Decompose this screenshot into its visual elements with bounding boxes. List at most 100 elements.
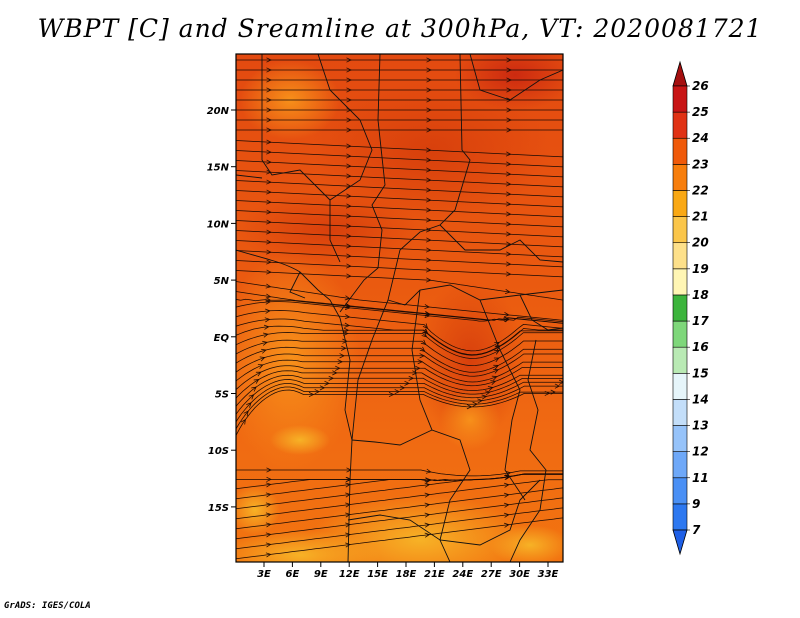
streamline-arrow xyxy=(506,107,512,113)
streamline-arrow xyxy=(505,221,512,227)
streamline xyxy=(236,473,563,510)
streamline-arrow xyxy=(344,304,351,310)
streamline-arrow xyxy=(425,267,432,273)
streamline-arrow xyxy=(266,269,272,275)
streamline-arrow xyxy=(419,353,425,359)
streamline-arrow xyxy=(262,340,268,346)
streamline-arrow xyxy=(346,87,352,93)
lon-tick-label: 27E xyxy=(481,569,502,580)
streamline-arrow xyxy=(265,299,271,305)
streamline-arrow xyxy=(265,297,272,303)
streamline-arrow xyxy=(425,227,432,233)
streamline-arrow xyxy=(266,107,272,113)
streamline-arrow xyxy=(266,117,272,123)
streamline xyxy=(236,240,563,258)
streamline-arrow xyxy=(346,467,352,473)
streamline-arrow xyxy=(408,375,415,381)
colorbar-swatch xyxy=(672,216,688,244)
colorbar-label: 18 xyxy=(692,288,709,302)
streamline-arrow xyxy=(506,57,512,63)
streamline-arrow xyxy=(264,317,271,323)
streamline-arrow xyxy=(257,364,264,369)
streamline-arrow xyxy=(266,199,272,205)
streamline xyxy=(236,260,563,278)
streamline-arrow xyxy=(505,271,512,277)
streamline-arrow xyxy=(314,389,321,395)
lat-tick-label: 15N xyxy=(207,163,230,174)
streamline-arrow xyxy=(425,207,432,213)
streamline-arrow xyxy=(425,468,432,474)
streamline-arrow xyxy=(346,213,352,219)
streamline-arrow xyxy=(493,364,500,370)
streamline-arrow xyxy=(424,512,431,518)
streamline-arrow xyxy=(255,371,262,377)
colorbar-label: 15 xyxy=(692,366,709,380)
streamline-arrow xyxy=(503,502,510,508)
streamline xyxy=(236,180,563,198)
streamline xyxy=(236,140,563,158)
streamline-arrow xyxy=(568,365,573,369)
lat-tick-label: 5S xyxy=(215,390,229,401)
colorbar-top-arrow xyxy=(672,60,688,87)
chart-title: WBPT [C] and Sreamline at 300hPa, VT: 20… xyxy=(37,14,763,43)
lon-tick-label: 18E xyxy=(396,569,417,580)
streamline-arrow xyxy=(487,386,494,391)
streamline-arrow xyxy=(266,189,272,195)
streamline-arrow xyxy=(346,57,352,63)
streamline-arrow xyxy=(344,322,351,328)
colorbar-bottom-arrow xyxy=(672,529,688,556)
streamline-arrow xyxy=(346,203,352,209)
streamline-arrow xyxy=(335,365,341,371)
streamline-arrow xyxy=(265,512,272,518)
streamline-arrow xyxy=(505,211,512,217)
lat-tick-label: 10S xyxy=(208,446,229,457)
streamline-arrow xyxy=(346,143,352,149)
streamline-arrow xyxy=(425,237,432,243)
streamline-arrow xyxy=(266,239,272,245)
streamline-arrow xyxy=(266,149,272,155)
streamline xyxy=(236,210,563,228)
streamline-arrow xyxy=(503,492,510,498)
lon-tick-label: 9E xyxy=(314,569,328,580)
lon-tick-label: 24E xyxy=(452,569,473,580)
streamline xyxy=(236,291,563,323)
streamline-arrow xyxy=(485,390,491,396)
colorbar-label: 21 xyxy=(692,210,709,224)
streamline-arrow xyxy=(346,193,352,199)
streamline-arrow xyxy=(308,392,315,398)
streamline-arrow xyxy=(505,191,512,197)
streamline-arrow xyxy=(503,522,510,528)
streamline xyxy=(236,379,563,415)
streamline-arrow xyxy=(425,167,432,173)
streamline xyxy=(236,270,563,301)
streamline xyxy=(236,301,563,324)
streamline-arrow xyxy=(419,346,426,352)
streamline-arrow xyxy=(266,77,272,83)
streamline-arrow xyxy=(412,370,418,376)
colorbar-swatch xyxy=(672,164,688,191)
streamline-arrow xyxy=(554,383,561,389)
streamline-arrow xyxy=(506,127,512,133)
colorbar-swatch xyxy=(672,503,688,531)
streamline xyxy=(236,469,563,477)
streamline-arrow xyxy=(342,338,348,344)
colorbar-label: 13 xyxy=(692,419,709,433)
streamline-arrow xyxy=(415,365,421,371)
streamline-arrow xyxy=(493,369,499,374)
streamline-arrow xyxy=(346,77,352,83)
streamline-arrow xyxy=(568,360,573,364)
longitude-axis: 3E 6E 9E 12E 15E 18E 21E 24E 27E 30E 33E xyxy=(257,562,559,580)
streamline-arrow xyxy=(346,67,352,73)
streamline-arrow xyxy=(346,173,352,179)
streamline-arrow xyxy=(421,332,428,338)
streamline xyxy=(236,386,563,430)
streamline xyxy=(236,220,563,238)
streamline xyxy=(236,325,563,356)
streamline-arrow xyxy=(266,209,272,215)
streamline-arrow xyxy=(265,502,272,508)
streamline-arrow xyxy=(425,147,432,153)
colorbar-swatch xyxy=(672,190,688,217)
streamline-arrow xyxy=(265,522,272,528)
streamline-arrow xyxy=(505,171,512,177)
streamline-arrow xyxy=(424,522,431,528)
